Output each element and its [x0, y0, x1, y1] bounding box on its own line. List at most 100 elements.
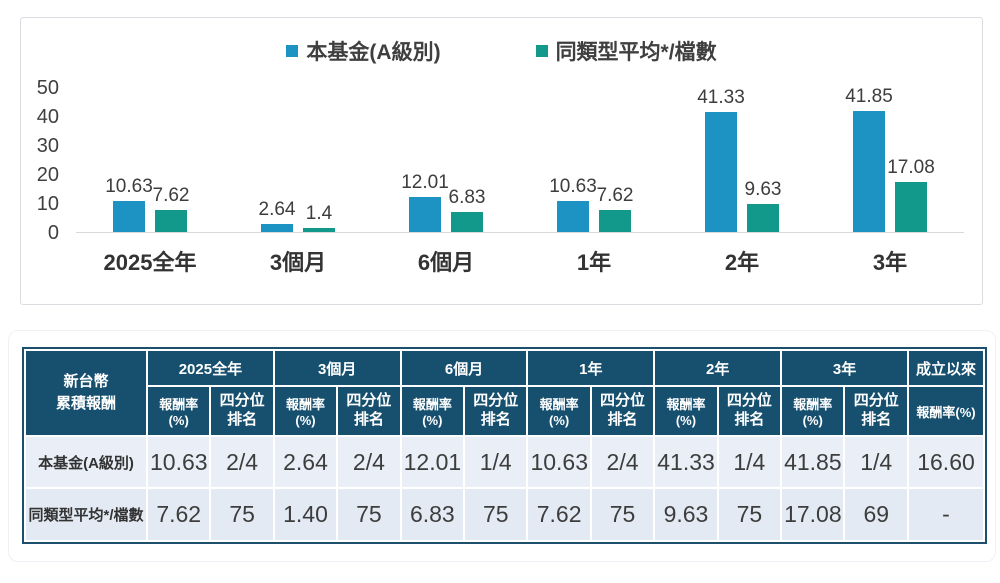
bar-value-label: 2.64: [258, 199, 296, 221]
legend-item-peer-average: 同類型平均*/檔數: [535, 36, 717, 66]
table-cell: 6.83: [401, 489, 464, 540]
table-cell: 2/4: [338, 437, 400, 487]
peer-bar-4: 7.62: [597, 185, 633, 232]
subheader-rate: 報酬率(%): [274, 387, 337, 435]
subheader-quartile: 四分位 排名: [591, 387, 654, 435]
table-cell: 7.62: [148, 489, 210, 540]
subheader-rate: 報酬率(%): [782, 387, 844, 435]
subheader-quartile: 四分位 排名: [465, 387, 527, 435]
row-label-peer-average: 同類型平均*/檔數: [26, 489, 146, 540]
fund-bar-6: 41.85: [845, 86, 893, 232]
table-row: 本基金(A級別) 10.63 2/4 2.64 2/4 12.01 1/4 10.63 2/4 4…: [26, 437, 983, 487]
table-cell: 41.85: [782, 437, 844, 487]
y-tick-label: 30: [36, 135, 59, 157]
subheader-quartile: 四分位 排名: [718, 387, 781, 435]
subheader-quartile: 四分位 排名: [211, 387, 273, 435]
table-row: 同類型平均*/檔數 7.62 75 1.40 75 6.83 75 7.62 75 9.63 75 1…: [26, 489, 983, 540]
table-cell: 7.62: [528, 489, 590, 540]
bar-value-label: 10.63: [549, 176, 597, 198]
category-label-2: 3個月: [269, 250, 327, 275]
bar-group-6: 41.85 17.08: [816, 86, 964, 232]
peer-bar-5: 9.63: [745, 179, 781, 232]
bar-value-label: 9.63: [744, 179, 782, 201]
subheader-rate: 報酬率(%): [401, 387, 464, 435]
table-cell: 75: [591, 489, 654, 540]
table-cell: 10.63: [528, 437, 590, 487]
legend-label-fund: 本基金(A級別): [306, 41, 441, 64]
bar-value-label: 41.33: [697, 87, 745, 109]
row-label-fund: 本基金(A級別): [26, 437, 146, 487]
category-label-6: 3年: [872, 250, 908, 275]
period-header-4: 1年: [528, 351, 654, 385]
period-header-3: 6個月: [401, 351, 527, 385]
returns-table-wrap: 新台幣 累積報酬 2025全年 3個月 6個月 1年 2年 3年 成立以來 報酬率(%) 四分位 …: [22, 347, 987, 544]
plot-area: 10.63 7.62 2.64 1.4 12.01 6.83 10.63 7.62 41.33 9…: [76, 86, 964, 233]
bar-group-2: 2.64 1.4: [224, 88, 372, 232]
table-cell: 41.33: [655, 437, 717, 487]
table-cell: 17.08: [782, 489, 844, 540]
table-cell: 16.60: [909, 437, 983, 487]
bar-group-1: 10.63 7.62: [76, 88, 224, 232]
category-label-3: 6個月: [417, 250, 475, 275]
fund-bar-4: 10.63: [549, 176, 597, 232]
table-cell: 12.01: [401, 437, 464, 487]
category-label-4: 1年: [576, 250, 612, 275]
category-label-5: 2年: [724, 250, 760, 275]
legend-label-peer-average: 同類型平均*/檔數: [555, 41, 717, 64]
bar-group-5: 41.33 9.63: [668, 87, 816, 232]
table-cell: 2/4: [211, 437, 273, 487]
table-cell: 10.63: [148, 437, 210, 487]
bar-value-label: 10.63: [105, 176, 153, 198]
table-corner-header: 新台幣 累積報酬: [26, 351, 146, 435]
table-cell: -: [909, 489, 983, 540]
y-tick-label: 10: [36, 193, 59, 215]
table-cell: 2/4: [591, 437, 654, 487]
table-cell: 2.64: [274, 437, 337, 487]
bar-value-label: 12.01: [401, 172, 449, 194]
legend-swatch-fund-icon: [286, 45, 299, 57]
returns-bar-chart: 本基金(A級別) 同類型平均*/檔數 50 40 30 20 10 0 10.63 7.62…: [20, 17, 983, 305]
period-header-6: 3年: [782, 351, 907, 385]
y-axis: 50 40 30 20 10 0: [21, 18, 59, 304]
subheader-rate: 報酬率(%): [148, 387, 210, 435]
fund-bar-1: 10.63: [105, 176, 153, 232]
cumulative-returns-table: 新台幣 累積報酬 2025全年 3個月 6個月 1年 2年 3年 成立以來 報酬率(%) 四分位 …: [24, 349, 985, 542]
table-section-frame: [8, 330, 996, 562]
peer-bar-1: 7.62: [153, 185, 189, 232]
period-header-2: 3個月: [274, 351, 400, 385]
subheader-rate: 報酬率(%): [655, 387, 717, 435]
table-cell: 1/4: [718, 437, 781, 487]
table-cell: 75: [465, 489, 527, 540]
table-cell: 1.40: [274, 489, 337, 540]
y-tick-label: 50: [36, 77, 59, 99]
legend-item-fund: 本基金(A級別): [286, 36, 441, 66]
period-header-5: 2年: [655, 351, 781, 385]
peer-bar-2: 1.4: [303, 203, 335, 232]
bar-value-label: 6.83: [448, 187, 486, 209]
peer-bar-6: 17.08: [887, 157, 935, 232]
table-cell: 9.63: [655, 489, 717, 540]
table-cell: 1/4: [465, 437, 527, 487]
subheader-rate: 報酬率(%): [528, 387, 590, 435]
bar-value-label: 7.62: [596, 184, 634, 206]
y-tick-label: 20: [36, 164, 59, 186]
y-tick-label: 40: [36, 106, 59, 128]
subheader-rate-inception: 報酬率(%): [909, 387, 983, 435]
bar-value-label: 17.08: [887, 157, 935, 179]
peer-bar-3: 6.83: [449, 187, 485, 232]
bar-group-4: 10.63 7.62: [520, 88, 668, 232]
table-cell: 75: [338, 489, 400, 540]
bar-value-label: 41.85: [845, 85, 893, 107]
fund-bar-2: 2.64: [259, 199, 295, 232]
x-axis-category-labels: 2025全年 3個月 6個月 1年 2年 3年: [76, 245, 964, 277]
bar-value-label: 7.62: [152, 184, 190, 206]
table-cell: 69: [845, 489, 907, 540]
subheader-quartile: 四分位 排名: [845, 387, 907, 435]
table-cell: 1/4: [845, 437, 907, 487]
fund-bar-3: 12.01: [401, 172, 449, 232]
fund-bar-5: 41.33: [697, 87, 745, 232]
y-tick-label: 0: [47, 222, 59, 244]
category-label-1: 2025全年: [103, 250, 197, 275]
legend-swatch-peer-icon: [535, 45, 548, 57]
chart-legend: 本基金(A級別) 同類型平均*/檔數: [21, 36, 982, 66]
